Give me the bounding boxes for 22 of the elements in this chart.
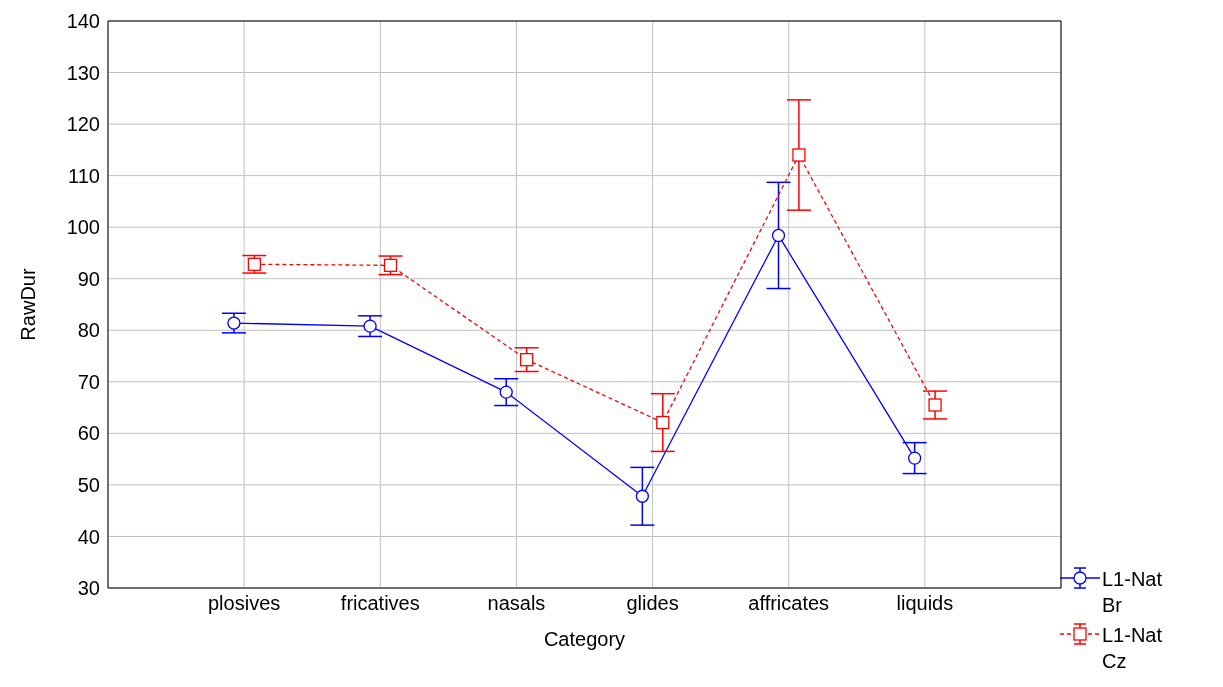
- y-tick-label: 60: [77, 422, 100, 445]
- y-tick-label: 80: [77, 319, 100, 342]
- x-tick-label: liquids: [896, 592, 954, 615]
- y-tick-label: 70: [77, 370, 100, 393]
- y-tick-label: 50: [77, 474, 100, 497]
- legend-label: L1-Nat Cz: [1102, 623, 1164, 674]
- y-tick-label: 30: [77, 577, 100, 600]
- y-tick-label: 100: [66, 216, 100, 239]
- x-axis-title: Category: [543, 628, 626, 650]
- y-tick-label: 140: [66, 10, 100, 33]
- x-tick-label: nasals: [487, 592, 546, 615]
- y-tick-label: 120: [66, 113, 100, 136]
- y-tick-label: 110: [68, 164, 100, 187]
- y-tick-label: 90: [77, 267, 100, 290]
- x-tick-label: fricatives: [340, 592, 420, 615]
- y-tick-label: 40: [77, 525, 100, 548]
- legend-label: L1-Nat Br: [1102, 567, 1164, 618]
- x-tick-label: affricates: [748, 592, 830, 615]
- y-axis-title: RawDur: [17, 268, 40, 341]
- x-tick-label: glides: [626, 592, 679, 615]
- y-tick-label: 130: [66, 61, 100, 84]
- x-tick-label: plosives: [208, 592, 281, 615]
